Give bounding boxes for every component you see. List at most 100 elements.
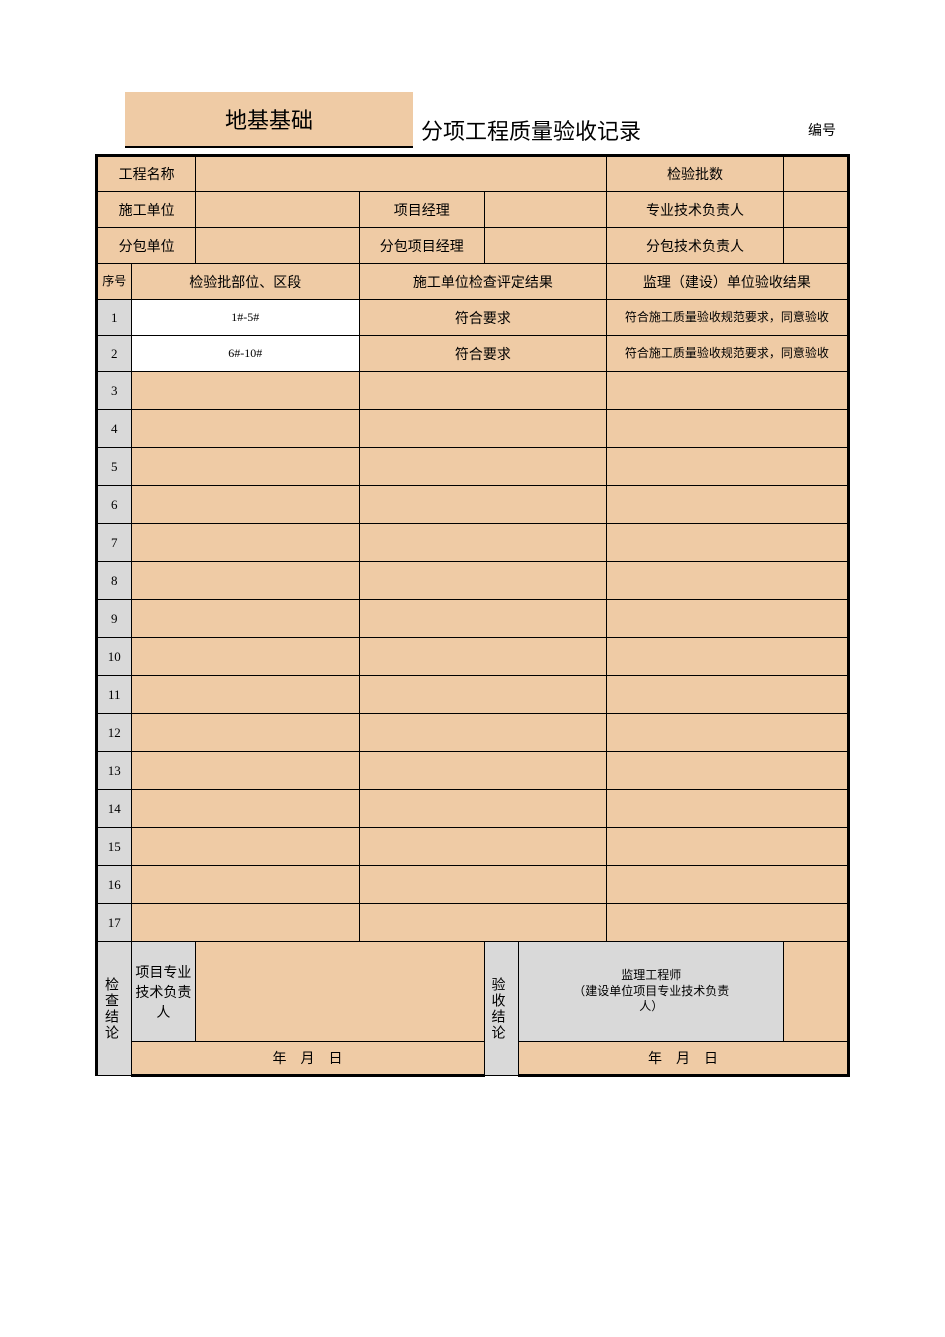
- label-inspect-batch: 检验批数: [606, 156, 784, 192]
- row-section[interactable]: [131, 638, 359, 676]
- label-project-tech-signer: 项目专业 技术负责人: [131, 942, 196, 1042]
- row-accept[interactable]: [606, 486, 848, 524]
- row-section[interactable]: [131, 752, 359, 790]
- row-section[interactable]: [131, 486, 359, 524]
- row-index: 6: [97, 486, 132, 524]
- row-result[interactable]: [359, 486, 606, 524]
- row-result[interactable]: [359, 524, 606, 562]
- row-section[interactable]: [131, 866, 359, 904]
- row-section[interactable]: [131, 448, 359, 486]
- cell-sub-pm[interactable]: [484, 228, 606, 264]
- row-result[interactable]: [359, 904, 606, 942]
- row-accept[interactable]: [606, 904, 848, 942]
- row-section[interactable]: [131, 410, 359, 448]
- row-result[interactable]: 符合要求: [359, 336, 606, 372]
- form-wrapper: 地基基础 分项工程质量验收记录 编号 工程名称 检验批数 施工单位 项目经理: [95, 90, 850, 1077]
- row-accept[interactable]: [606, 828, 848, 866]
- label-construct-unit: 施工单位: [97, 192, 196, 228]
- row-accept[interactable]: [606, 448, 848, 486]
- row-index: 17: [97, 904, 132, 942]
- col-batch: 检验批部位、区段: [131, 264, 359, 300]
- row-index: 13: [97, 752, 132, 790]
- row-accept[interactable]: [606, 638, 848, 676]
- row-result[interactable]: [359, 714, 606, 752]
- row-index: 4: [97, 410, 132, 448]
- title-category: 地基基础: [125, 92, 413, 148]
- row-accept[interactable]: 符合施工质量验收规范要求，同意验收: [606, 336, 848, 372]
- row-index: 1: [97, 300, 132, 336]
- label-accept-conclusion: 验收结论: [484, 942, 519, 1076]
- row-accept[interactable]: [606, 410, 848, 448]
- cell-tech-leader[interactable]: [784, 192, 849, 228]
- row-result[interactable]: [359, 372, 606, 410]
- row-result[interactable]: [359, 828, 606, 866]
- row-result[interactable]: 符合要求: [359, 300, 606, 336]
- form-table: 工程名称 检验批数 施工单位 项目经理 专业技术负责人 分包单位 分包项目经理 …: [95, 154, 850, 1077]
- cell-sub-unit[interactable]: [196, 228, 360, 264]
- row-section[interactable]: [131, 562, 359, 600]
- date-right[interactable]: 年 月 日: [519, 1042, 849, 1076]
- row-result[interactable]: [359, 600, 606, 638]
- row-section[interactable]: [131, 790, 359, 828]
- label-sub-unit: 分包单位: [97, 228, 196, 264]
- row-index: 5: [97, 448, 132, 486]
- row-index: 14: [97, 790, 132, 828]
- label-pm: 项目经理: [359, 192, 484, 228]
- row-section[interactable]: [131, 828, 359, 866]
- row-index: 2: [97, 336, 132, 372]
- row-section[interactable]: [131, 904, 359, 942]
- row-index: 16: [97, 866, 132, 904]
- label-check-conclusion: 检查结论: [97, 942, 132, 1076]
- row-result[interactable]: [359, 562, 606, 600]
- row-accept[interactable]: 符合施工质量验收规范要求，同意验收: [606, 300, 848, 336]
- label-tech-leader: 专业技术负责人: [606, 192, 784, 228]
- row-section[interactable]: [131, 714, 359, 752]
- cell-check-conclusion[interactable]: [196, 942, 484, 1042]
- row-result[interactable]: [359, 410, 606, 448]
- row-accept[interactable]: [606, 676, 848, 714]
- row-result[interactable]: [359, 752, 606, 790]
- row-accept[interactable]: [606, 372, 848, 410]
- row-section[interactable]: [131, 524, 359, 562]
- date-left[interactable]: 年 月 日: [131, 1042, 484, 1076]
- row-accept[interactable]: [606, 790, 848, 828]
- row-index: 11: [97, 676, 132, 714]
- row-index: 3: [97, 372, 132, 410]
- row-result[interactable]: [359, 638, 606, 676]
- cell-inspect-batch[interactable]: [784, 156, 849, 192]
- col-supervise-result: 监理（建设）单位验收结果: [606, 264, 848, 300]
- row-index: 8: [97, 562, 132, 600]
- row-index: 9: [97, 600, 132, 638]
- row-result[interactable]: [359, 790, 606, 828]
- row-accept[interactable]: [606, 714, 848, 752]
- row-index: 7: [97, 524, 132, 562]
- row-accept[interactable]: [606, 866, 848, 904]
- cell-sub-tech[interactable]: [784, 228, 849, 264]
- row-accept[interactable]: [606, 524, 848, 562]
- row-result[interactable]: [359, 676, 606, 714]
- row-section[interactable]: 1#-5#: [131, 300, 359, 336]
- label-project-name: 工程名称: [97, 156, 196, 192]
- label-supervise-signer: 监理工程师 （建设单位项目专业技术负责 人）: [519, 942, 784, 1042]
- col-seq: 序号: [97, 264, 132, 300]
- cell-construct-unit[interactable]: [196, 192, 360, 228]
- cell-project-name[interactable]: [196, 156, 607, 192]
- row-section[interactable]: 6#-10#: [131, 336, 359, 372]
- cell-pm[interactable]: [484, 192, 606, 228]
- title-number-label: 编号: [794, 120, 850, 148]
- row-section[interactable]: [131, 600, 359, 638]
- row-section[interactable]: [131, 676, 359, 714]
- cell-accept-conclusion[interactable]: [784, 942, 849, 1042]
- title-main: 分项工程质量验收记录: [413, 114, 794, 148]
- title-row: 地基基础 分项工程质量验收记录 编号: [95, 90, 850, 148]
- row-result[interactable]: [359, 448, 606, 486]
- row-index: 12: [97, 714, 132, 752]
- row-section[interactable]: [131, 372, 359, 410]
- row-accept[interactable]: [606, 562, 848, 600]
- row-index: 15: [97, 828, 132, 866]
- label-sub-pm: 分包项目经理: [359, 228, 484, 264]
- row-accept[interactable]: [606, 752, 848, 790]
- row-accept[interactable]: [606, 600, 848, 638]
- row-result[interactable]: [359, 866, 606, 904]
- row-index: 10: [97, 638, 132, 676]
